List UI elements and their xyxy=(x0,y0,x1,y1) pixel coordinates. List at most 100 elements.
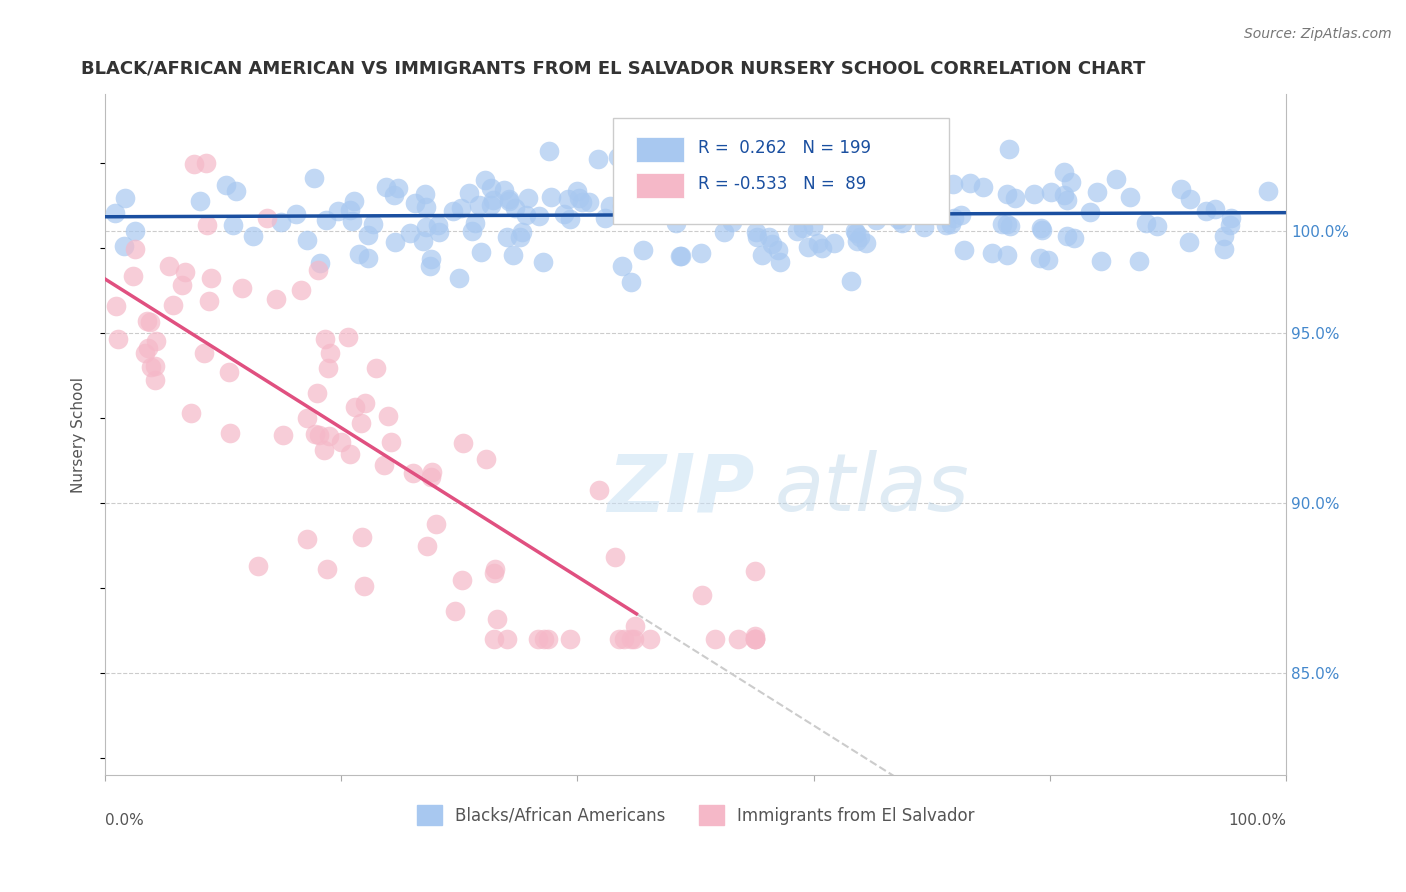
Point xyxy=(339,446,361,460)
Point xyxy=(661,202,683,216)
Point xyxy=(950,208,973,222)
Text: R =  0.262   N = 199: R = 0.262 N = 199 xyxy=(697,139,870,157)
Point xyxy=(661,191,683,205)
Point xyxy=(823,195,845,210)
Point xyxy=(315,562,337,576)
Point xyxy=(441,203,464,218)
Text: atlas: atlas xyxy=(775,450,969,528)
Point xyxy=(470,244,492,259)
Point xyxy=(531,254,554,268)
Point xyxy=(744,629,766,643)
Point xyxy=(307,386,329,401)
Point xyxy=(1056,193,1078,207)
Point xyxy=(353,396,375,410)
Point xyxy=(198,294,221,309)
FancyBboxPatch shape xyxy=(637,173,683,198)
Point xyxy=(995,248,1018,262)
Point xyxy=(607,150,630,164)
Point xyxy=(225,185,247,199)
Point xyxy=(139,359,162,374)
Point xyxy=(683,189,706,203)
Point xyxy=(451,436,474,450)
Point xyxy=(419,252,441,267)
Point xyxy=(482,193,505,207)
Point xyxy=(173,265,195,279)
Point xyxy=(792,220,814,235)
Point xyxy=(637,197,659,211)
Point xyxy=(138,315,160,329)
Point xyxy=(357,252,380,266)
Point xyxy=(1029,251,1052,265)
Point xyxy=(779,205,801,219)
Point xyxy=(638,632,661,647)
Point xyxy=(302,170,325,185)
Point xyxy=(464,217,486,231)
Point xyxy=(744,632,766,647)
Point xyxy=(295,532,318,546)
Point xyxy=(603,550,626,565)
Point xyxy=(1170,181,1192,195)
Point xyxy=(803,204,825,219)
Point xyxy=(1031,223,1053,237)
Point xyxy=(143,373,166,387)
Point xyxy=(458,186,481,200)
Point xyxy=(744,153,766,167)
Point xyxy=(588,152,610,166)
Point xyxy=(666,183,689,197)
Point xyxy=(740,178,762,192)
Point xyxy=(571,195,593,210)
Point xyxy=(515,208,537,222)
Point xyxy=(761,237,783,252)
Point xyxy=(502,248,524,262)
Point xyxy=(785,202,807,217)
Point xyxy=(340,213,363,227)
Point xyxy=(495,632,517,647)
Point xyxy=(849,229,872,244)
Point xyxy=(613,632,636,647)
Point xyxy=(444,604,467,618)
Point xyxy=(474,173,496,187)
Point xyxy=(685,188,707,202)
Point xyxy=(910,182,932,196)
Point xyxy=(891,216,914,230)
Point xyxy=(1078,205,1101,219)
Point xyxy=(766,195,789,210)
Point xyxy=(124,224,146,238)
Y-axis label: Nursery School: Nursery School xyxy=(72,377,86,493)
Point xyxy=(1204,202,1226,216)
Point xyxy=(537,144,560,158)
Point xyxy=(318,360,340,375)
Point xyxy=(402,466,425,480)
Point xyxy=(405,195,427,210)
Point xyxy=(1178,235,1201,250)
Point xyxy=(350,416,373,430)
Point xyxy=(737,196,759,211)
Point xyxy=(309,256,332,270)
Point xyxy=(820,197,842,211)
Point xyxy=(690,588,713,602)
Point xyxy=(911,174,934,188)
Point xyxy=(328,203,350,218)
Point xyxy=(416,539,439,553)
Point xyxy=(122,269,145,284)
Point xyxy=(1031,220,1053,235)
Point xyxy=(427,218,450,232)
Point xyxy=(382,187,405,202)
Point xyxy=(145,359,167,373)
Point xyxy=(290,283,312,297)
Point xyxy=(219,426,242,441)
Point xyxy=(995,187,1018,202)
Point xyxy=(623,632,645,647)
Point xyxy=(537,632,560,647)
Point xyxy=(162,298,184,312)
Point xyxy=(136,341,159,355)
Point xyxy=(304,426,326,441)
Point xyxy=(145,334,167,348)
Point xyxy=(612,199,634,213)
Point xyxy=(1212,229,1234,244)
Point xyxy=(180,406,202,420)
Point xyxy=(706,200,728,214)
Text: 0.0%: 0.0% xyxy=(105,813,143,828)
Point xyxy=(658,181,681,195)
Point xyxy=(959,176,981,190)
